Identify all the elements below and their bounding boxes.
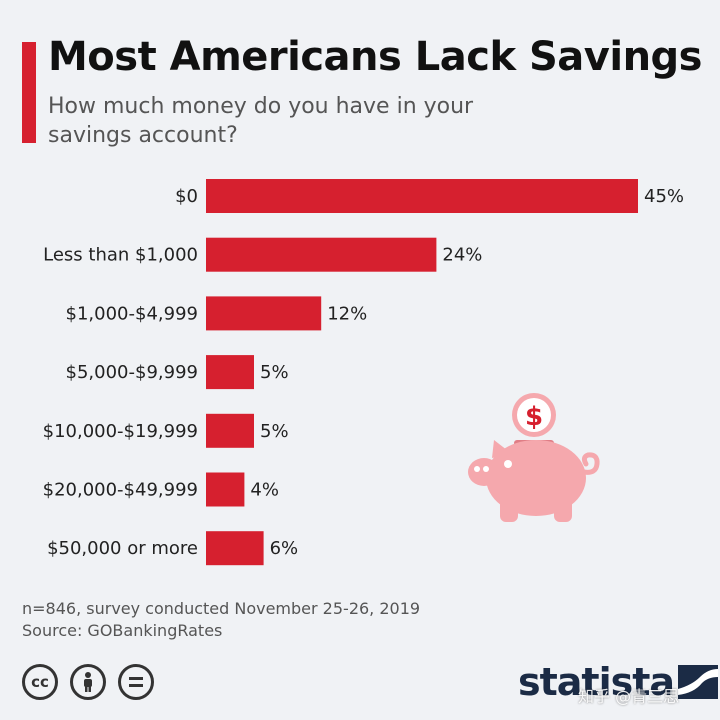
brand-name: statista — [518, 660, 675, 704]
category-label: $0 — [175, 186, 198, 207]
piggy-bank-icon: $ — [468, 393, 600, 522]
value-label: 45% — [644, 186, 684, 207]
value-label: 12% — [327, 303, 367, 324]
coin-dollar-symbol: $ — [525, 402, 543, 432]
category-label: $1,000-$4,999 — [66, 303, 198, 324]
title-accent-bar — [22, 42, 36, 143]
bar-chart: $0 45% Less than $1,000 24% $1,000-$4,999 12%… — [43, 179, 684, 566]
no-derivatives-icon[interactable] — [118, 664, 154, 700]
bar — [206, 296, 322, 331]
chart-footer: n=846, survey conducted November 25-26, … — [22, 598, 420, 642]
category-label: $5,000-$9,999 — [66, 362, 198, 383]
bar — [206, 179, 638, 213]
category-label: $20,000-$49,999 — [43, 480, 198, 501]
bar — [206, 531, 264, 566]
category-label: Less than $1,000 — [43, 245, 198, 266]
value-label: 6% — [270, 538, 299, 559]
chart-subtitle: How much money do you have in your savin… — [48, 94, 474, 148]
statista-wave-icon — [678, 665, 719, 699]
page-title: Most Americans Lack Savings — [48, 34, 702, 80]
value-label: 5% — [260, 362, 289, 383]
source-note: Source: GOBankingRates — [22, 621, 223, 640]
creative-commons-icon[interactable]: cc — [22, 664, 58, 700]
category-label: $10,000-$19,999 — [43, 421, 198, 442]
watermark-text: 知乎 @青三思 — [578, 687, 680, 706]
bar — [206, 472, 245, 507]
value-label: 5% — [260, 421, 289, 442]
survey-note: n=846, survey conducted November 25-26, … — [22, 599, 421, 618]
bar — [206, 237, 437, 272]
category-label: $50,000 or more — [47, 538, 198, 559]
bar — [206, 355, 254, 390]
bar — [206, 413, 254, 448]
value-label: 24% — [442, 245, 482, 266]
license-icons: cc — [22, 664, 154, 700]
statista-logo[interactable]: statista — [518, 660, 719, 704]
value-label: 4% — [250, 480, 279, 501]
attribution-person-icon[interactable] — [70, 664, 106, 700]
